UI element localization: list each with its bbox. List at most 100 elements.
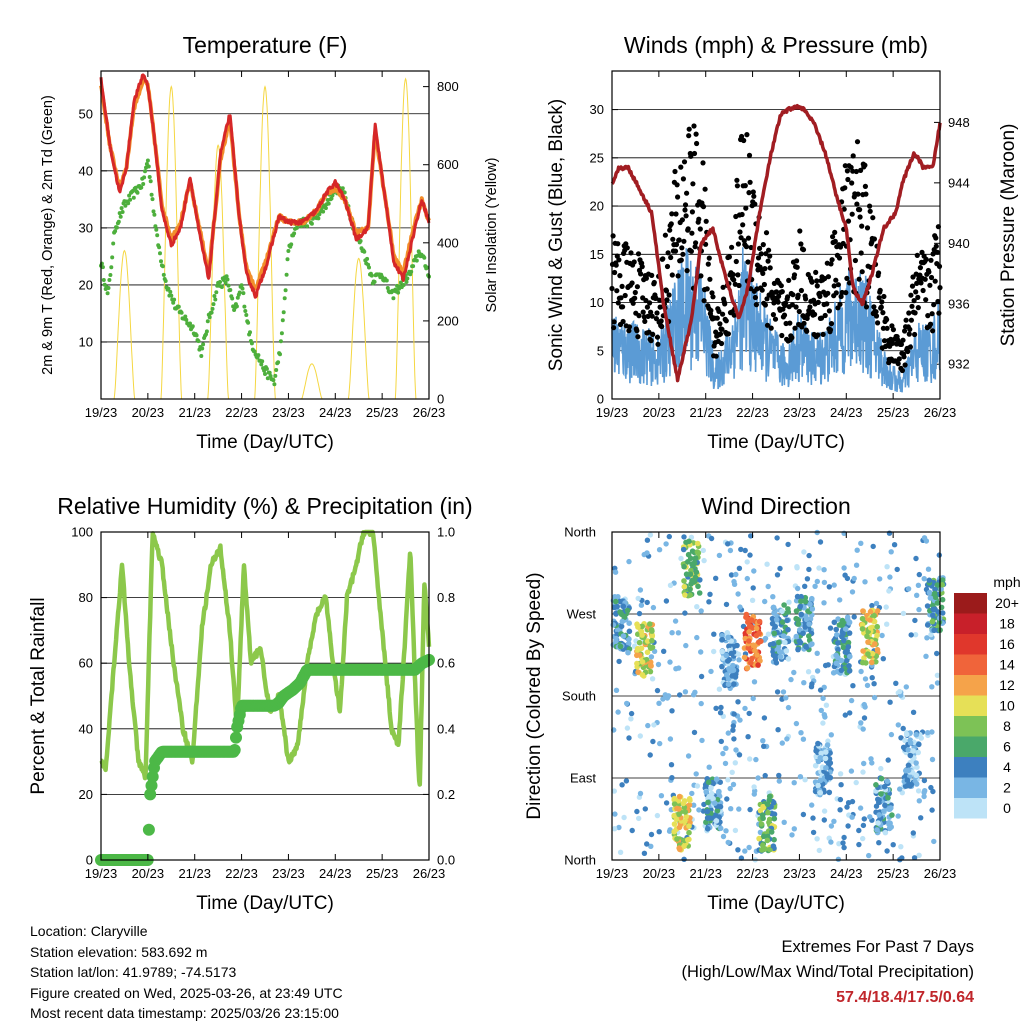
- dewpoint-point: [123, 203, 128, 208]
- direction-point: [838, 782, 844, 788]
- direction-point: [616, 658, 622, 665]
- gust-point: [645, 313, 651, 319]
- direction-point: [736, 657, 742, 663]
- direction-point: [671, 801, 678, 807]
- dewpoint-point: [323, 206, 328, 211]
- direction-point: [733, 747, 739, 753]
- gust-point: [870, 215, 876, 221]
- dewpoint-point: [272, 382, 277, 387]
- direction-point: [841, 834, 847, 841]
- gust-point: [915, 294, 921, 300]
- legend-swatch: [954, 716, 987, 737]
- direction-point: [858, 668, 864, 675]
- direction-point: [676, 824, 683, 831]
- direction-point: [781, 633, 787, 639]
- dewpoint-point: [372, 279, 377, 284]
- gust-point: [658, 318, 664, 324]
- direction-point: [744, 665, 751, 671]
- direction-point: [891, 542, 898, 548]
- gust-point: [631, 259, 637, 265]
- rainfall-point: [230, 731, 242, 744]
- gust-point: [616, 257, 622, 263]
- legend-swatch: [954, 777, 987, 798]
- direction-point: [623, 778, 630, 784]
- gust-point: [622, 292, 628, 299]
- x-tick-label: 25/23: [366, 405, 399, 420]
- y-tick-label: 40: [79, 721, 93, 736]
- direction-point: [708, 535, 715, 542]
- gust-point: [681, 159, 688, 165]
- direction-point: [617, 609, 623, 615]
- direction-point: [779, 740, 785, 746]
- dewpoint-point: [200, 346, 205, 351]
- legend-swatch: [954, 736, 987, 757]
- direction-point: [771, 815, 778, 822]
- gust-point: [612, 269, 618, 276]
- direction-point: [649, 637, 655, 644]
- direction-point: [820, 720, 826, 726]
- direction-point: [691, 729, 698, 736]
- gust-point: [929, 311, 935, 317]
- direction-point: [687, 586, 693, 593]
- gust-point: [838, 293, 844, 300]
- gust-point: [871, 304, 877, 310]
- gust-point: [801, 320, 807, 326]
- y-tick-label: 40: [79, 163, 93, 178]
- direction-point: [910, 830, 916, 836]
- direction-point: [624, 607, 631, 614]
- direction-point: [862, 579, 868, 585]
- direction-point: [635, 595, 641, 602]
- direction-point: [736, 752, 743, 758]
- dewpoint-point: [119, 206, 124, 211]
- insolation-curve: [394, 77, 417, 400]
- x-axis-label: Time (Day/UTC): [707, 432, 845, 453]
- gust-point: [620, 304, 626, 310]
- gust-point: [845, 176, 851, 183]
- direction-point: [725, 658, 731, 664]
- direction-point: [884, 621, 890, 627]
- gust-point: [626, 324, 633, 330]
- direction-point: [626, 636, 632, 642]
- direction-point: [638, 628, 645, 635]
- direction-point: [750, 695, 756, 702]
- direction-point: [764, 561, 770, 567]
- direction-point: [926, 589, 933, 596]
- dewpoint-point: [367, 265, 371, 270]
- gust-point: [755, 255, 762, 261]
- dewpoint-point: [256, 353, 261, 358]
- legend-swatch: [954, 695, 987, 716]
- direction-point: [916, 852, 922, 858]
- direction-point: [625, 640, 632, 647]
- gust-point: [682, 202, 689, 208]
- direction-point: [788, 676, 794, 683]
- dewpoint-point: [278, 339, 283, 344]
- direction-point: [760, 738, 766, 744]
- direction-point: [734, 642, 740, 649]
- direction-point: [689, 790, 695, 797]
- gust-point: [824, 301, 830, 307]
- gust-point: [703, 218, 709, 224]
- direction-point: [774, 535, 780, 541]
- gust-point: [676, 237, 682, 243]
- gust-point: [919, 249, 925, 255]
- gust-point: [635, 334, 641, 340]
- legend-label: 0: [1003, 800, 1011, 816]
- gust-point: [890, 327, 897, 333]
- direction-point: [911, 855, 918, 861]
- direction-point: [809, 595, 815, 602]
- direction-point: [886, 806, 892, 812]
- gust-point: [844, 168, 851, 174]
- direction-point: [771, 836, 777, 843]
- direction-point: [851, 614, 857, 620]
- direction-point: [912, 617, 918, 624]
- direction-point: [713, 705, 719, 711]
- direction-point: [694, 783, 701, 789]
- gust-point: [698, 273, 704, 279]
- y-tick-label: 20: [79, 277, 93, 292]
- direction-point: [873, 782, 879, 788]
- gust-point: [678, 257, 684, 263]
- direction-point: [731, 711, 737, 717]
- direction-point: [694, 604, 700, 610]
- direction-point: [667, 659, 673, 665]
- direction-point: [757, 829, 764, 835]
